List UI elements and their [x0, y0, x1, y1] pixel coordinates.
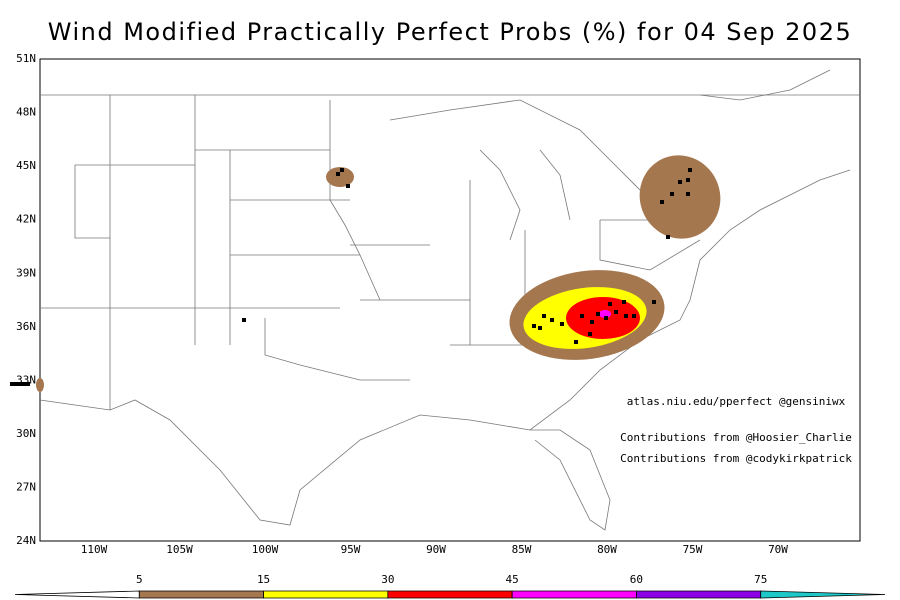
boundaries	[39, 69, 860, 531]
colorbar-label: 60	[630, 573, 643, 586]
colorbar-segment	[387, 590, 513, 599]
lat-label: 36N	[16, 320, 36, 333]
colorbar-label: 45	[506, 573, 519, 586]
prob-contour	[326, 167, 354, 187]
prob-contour	[566, 297, 640, 339]
lat-label: 42N	[16, 213, 36, 226]
lon-label: 75W	[683, 543, 703, 556]
prob-contour	[639, 155, 721, 239]
credit: atlas.niu.edu/pperfect @gensiniwx	[627, 395, 846, 408]
lat-label: 51N	[16, 52, 36, 65]
prob-contour	[36, 378, 44, 392]
lon-label: 90W	[426, 543, 446, 556]
lon-label: 100W	[252, 543, 279, 556]
lon-label: 95W	[341, 543, 361, 556]
lon-label: 85W	[512, 543, 532, 556]
lat-label: 33N	[16, 373, 36, 386]
lat-label: 48N	[16, 106, 36, 119]
lat-label: 24N	[16, 534, 36, 547]
credit: Contributions from @Hoosier_Charlie	[620, 431, 852, 444]
lat-label: 45N	[16, 159, 36, 172]
credit: Contributions from @codykirkpatrick	[620, 452, 852, 465]
colorbar-label: 5	[136, 573, 143, 586]
colorbar-label: 30	[381, 573, 394, 586]
reports	[10, 168, 692, 386]
colorbar-segment	[138, 590, 264, 599]
colorbar-segment	[14, 590, 140, 599]
lat-label: 39N	[16, 266, 36, 279]
title: Wind Modified Practically Perfect Probs …	[48, 18, 853, 46]
lon-label: 105W	[166, 543, 193, 556]
colorbar: 5 15 30 45 60 75	[14, 573, 886, 599]
lon-label: 70W	[768, 543, 788, 556]
colorbar-segment	[636, 590, 762, 599]
colorbar-segment	[263, 590, 389, 599]
lat-label: 27N	[16, 480, 36, 493]
lon-label: 80W	[597, 543, 617, 556]
colorbar-segment	[760, 590, 886, 599]
lat-label: 30N	[16, 427, 36, 440]
lon-label: 110W	[81, 543, 108, 556]
colorbar-label: 75	[754, 573, 767, 586]
map: 24N 27N 30N 33N 36N 39N 42N 45N 48N 51N 110W 105W 10…	[10, 52, 861, 556]
colorbar-segment	[511, 590, 637, 599]
graticule-labels: 24N 27N 30N 33N 36N 39N 42N 45N 48N 51N 110W 105W 10…	[16, 52, 788, 556]
colorbar-label: 15	[257, 573, 270, 586]
